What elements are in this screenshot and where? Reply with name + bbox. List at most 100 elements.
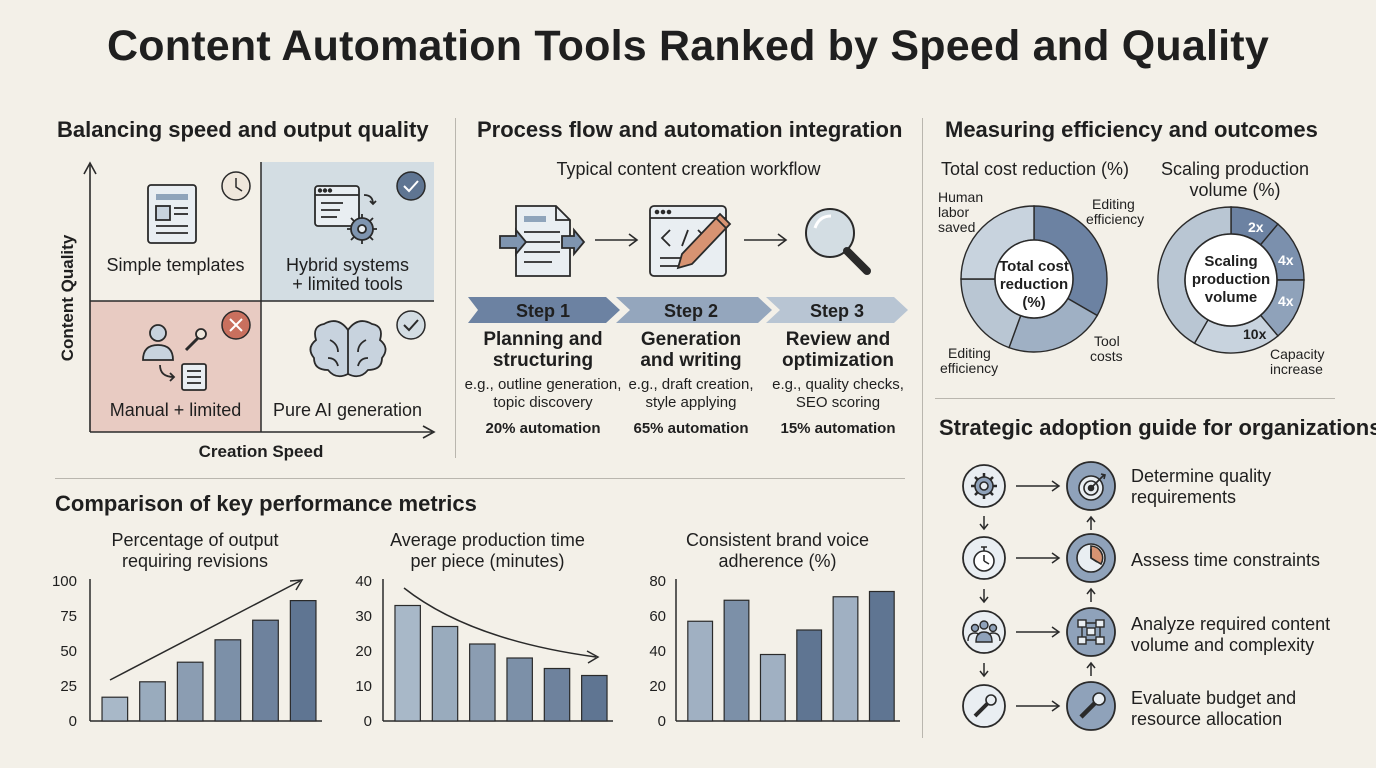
- guide-row-4-line1: Evaluate budget and: [1131, 688, 1297, 708]
- chart-1-title-line2: requiring revisions: [121, 551, 269, 571]
- document-icon: [147, 184, 197, 244]
- guide-row-4-line2: resource allocation: [1131, 709, 1283, 729]
- cost-center-line2: reduction: [999, 276, 1069, 293]
- chart-2-tick-label: 40: [355, 573, 372, 590]
- step-3-label: Step 3: [809, 301, 865, 321]
- step-1-example-line1: e.g., outline generation,: [464, 376, 622, 393]
- step-1-title-line1: Planning and: [483, 329, 603, 350]
- cell-label-manual: Manual + limited: [109, 400, 242, 420]
- flowchart-icon: [1077, 619, 1105, 645]
- chart-1-tick-label: 50: [60, 643, 77, 660]
- chart-3-bar: [868, 590, 895, 722]
- chart-3-tick-label: 0: [658, 713, 666, 730]
- person-tools-icon: [142, 324, 207, 391]
- chart-3-bar: [796, 629, 823, 722]
- guide-arrows: [979, 480, 1096, 712]
- wrench-icon: [973, 694, 997, 718]
- chart-2-bar: [581, 674, 608, 722]
- chart-1-bar: [252, 619, 279, 722]
- step-3-chevron: [766, 297, 908, 323]
- chart-1-bar: [139, 681, 166, 722]
- divider-vertical-left: [455, 118, 456, 458]
- cost-label-edit-top-line2: efficiency: [1086, 211, 1145, 227]
- chart-2-trend-arrowhead: [586, 650, 600, 664]
- cell-label-hybrid-line1: Hybrid systems: [285, 255, 410, 275]
- cost-label-edit-top-line1: Editing: [1092, 196, 1135, 212]
- scaling-center-line2: production: [1191, 271, 1271, 288]
- magnifier-icon: [805, 208, 871, 275]
- chart-3-bar: [832, 596, 859, 722]
- chart-2-bar: [506, 657, 533, 722]
- chart-1-bar: [214, 639, 242, 722]
- scaling-donut-title-line2: volume (%): [1189, 180, 1281, 200]
- target-icon: [1078, 473, 1106, 501]
- chart-2-trend-arrow: [403, 587, 597, 658]
- scaling-donut-title-line1: Scaling production: [1160, 159, 1310, 179]
- divider-horizontal-left: [55, 478, 905, 479]
- scaling-side-line1: Capacity: [1270, 346, 1325, 362]
- check-icon: [396, 310, 426, 340]
- chart-1-title-line1: Percentage of output: [111, 530, 279, 550]
- cost-donut: [960, 205, 1108, 353]
- chart-3-title-line2: adherence (%): [718, 551, 837, 571]
- chart-3-bar: [687, 620, 714, 722]
- chart-2-bar: [431, 625, 459, 722]
- chart-2-bar: [394, 604, 421, 722]
- gear-icon: [971, 473, 997, 499]
- chart-2-bar: [543, 667, 571, 722]
- scaling-side-line2: increase: [1270, 361, 1323, 377]
- flow-arrow: [595, 233, 639, 247]
- guide-row-2-line1: Assess time constraints: [1131, 550, 1321, 570]
- chart-1-bar: [289, 599, 317, 722]
- cost-label-human-line3: saved: [938, 219, 976, 235]
- guide-row-3-line1: Analyze required content: [1131, 614, 1331, 634]
- x-axis-label: Creation Speed: [198, 442, 324, 461]
- cost-center-line1: Total cost: [999, 258, 1069, 275]
- chart-2-bar: [469, 643, 496, 722]
- divider-vertical-right: [922, 118, 923, 738]
- step-3-automation: 15% automation: [780, 420, 896, 437]
- cost-label-human-line2: labor: [938, 204, 970, 220]
- step-1-label: Step 1: [515, 301, 571, 321]
- chart-1-tick-label: 0: [69, 713, 77, 730]
- flow-arrow: [744, 233, 788, 247]
- scaling-center-line3: volume: [1204, 289, 1258, 306]
- stopwatch-icon: [973, 546, 995, 572]
- team-icon: [967, 620, 1001, 643]
- cell-label-pure-ai: Pure AI generation: [272, 400, 423, 420]
- chart-1-trend-arrow: [109, 580, 301, 681]
- step-1-example-line2: topic discovery: [493, 394, 593, 411]
- chart-2-tick-label: 20: [355, 643, 372, 660]
- efficiency-heading: Measuring efficiency and outcomes: [945, 117, 1318, 142]
- step-2-example-line1: e.g., draft creation,: [628, 376, 754, 393]
- cost-center-line3: (%): [1022, 294, 1046, 311]
- chart-2-tick-label: 0: [364, 713, 372, 730]
- chart-3-bar: [723, 599, 750, 722]
- divider-horizontal-right: [935, 398, 1335, 399]
- step-2-chevron: [616, 297, 772, 323]
- guide-row-1-line2: requirements: [1131, 487, 1237, 507]
- scaling-seg-label-4x-b: 4x: [1278, 293, 1294, 309]
- chart-1-tick-label: 75: [60, 608, 77, 625]
- scaling-center-line1: Scaling: [1204, 253, 1258, 270]
- step-3-title-line2: optimization: [782, 350, 894, 371]
- chart-3-tick-label: 20: [649, 678, 666, 695]
- x-icon: [221, 310, 251, 340]
- chart-2-title-line1: Average production time: [390, 530, 585, 550]
- cost-label-tool-line2: costs: [1090, 348, 1123, 364]
- cost-donut-title: Total cost reduction (%): [940, 159, 1130, 179]
- chart-1-trend-arrowhead: [289, 579, 304, 591]
- document-arrows-icon: [499, 205, 586, 277]
- process-heading: Process flow and automation integration: [477, 117, 903, 142]
- scaling-seg-label-2x: 2x: [1248, 219, 1264, 235]
- step-2-example-line2: style applying: [645, 394, 737, 411]
- metrics-heading: Comparison of key performance metrics: [55, 491, 477, 516]
- chart-1-tick-label: 25: [60, 678, 77, 695]
- step-3-example-line2: SEO scoring: [795, 394, 881, 411]
- chart-2-tick-label: 10: [355, 678, 372, 695]
- browser-gear-icon: [314, 185, 377, 244]
- scaling-seg-label-4x-a: 4x: [1278, 252, 1294, 268]
- chart-3-title-line1: Consistent brand voice: [685, 530, 870, 550]
